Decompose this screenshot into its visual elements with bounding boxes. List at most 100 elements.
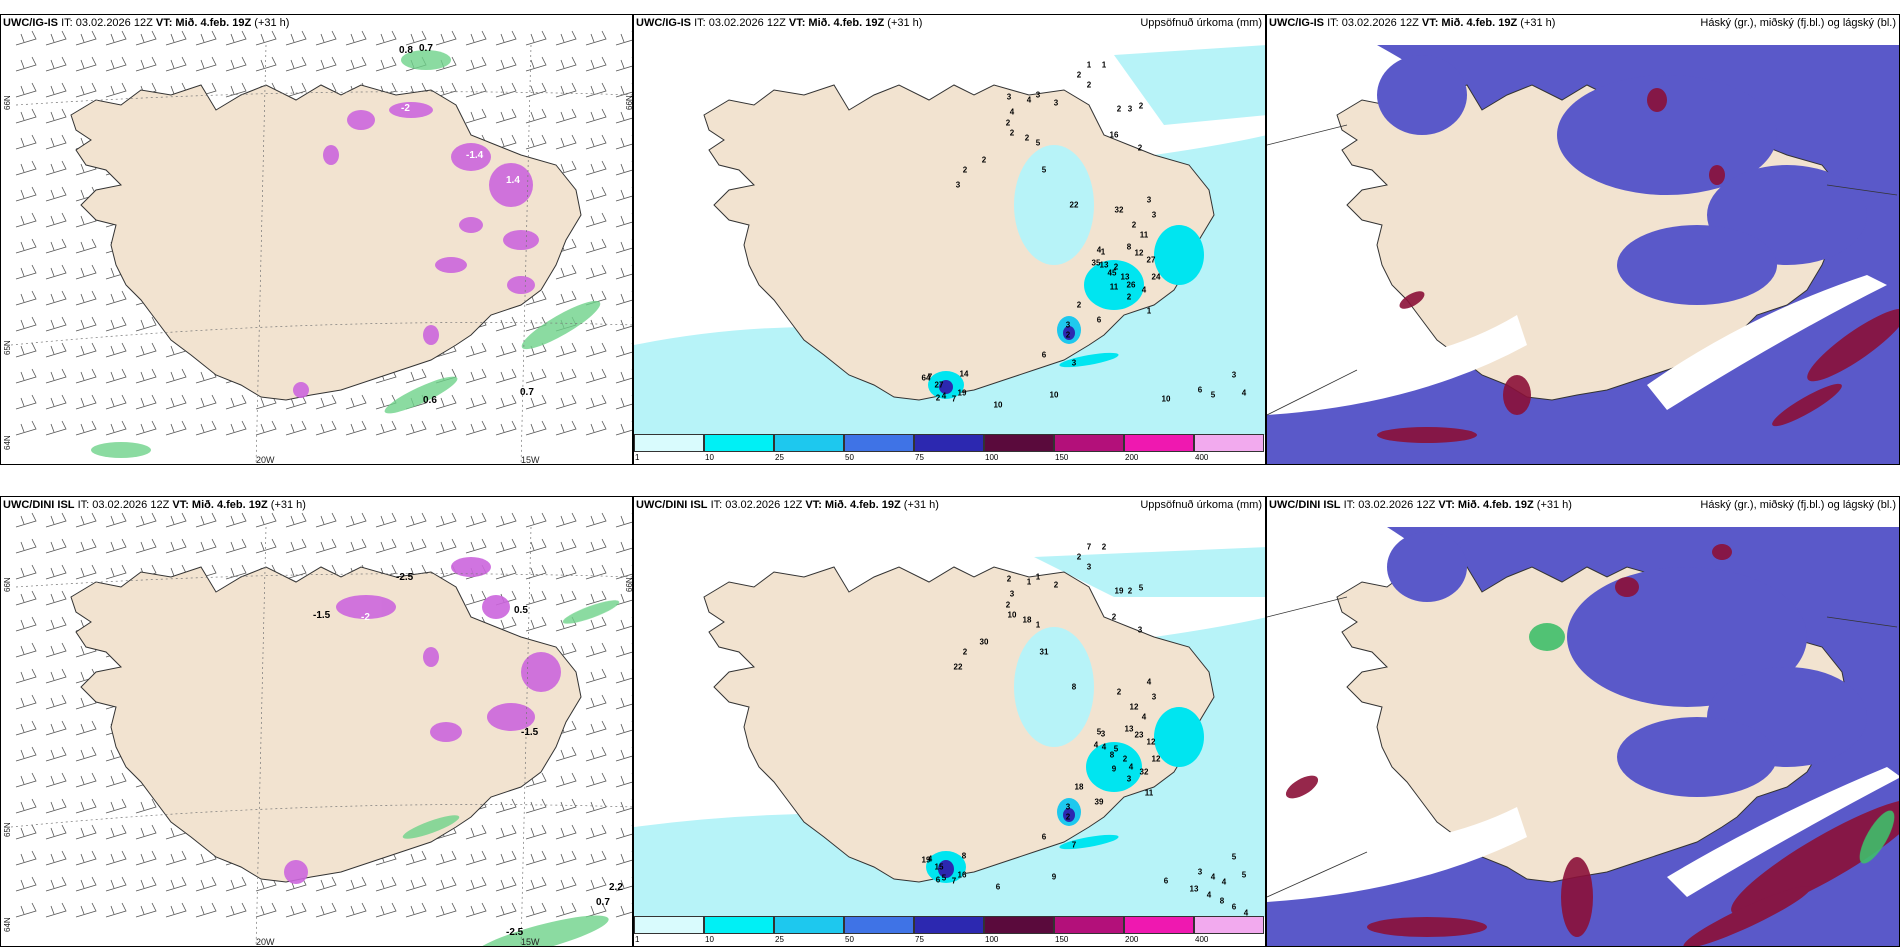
- wind-barb: [45, 902, 67, 918]
- wind-barb: [15, 564, 37, 580]
- iceland-land: [70, 566, 582, 883]
- wind-barb: [495, 902, 517, 918]
- wind-barb: [165, 512, 187, 528]
- precip-value: 12: [1151, 754, 1161, 764]
- wind-barb: [585, 668, 607, 684]
- wind-barb: [555, 746, 577, 762]
- precip-value: 3: [1009, 589, 1015, 599]
- wind-barb: [75, 342, 97, 358]
- wind-barb: [75, 772, 97, 788]
- precip-value: 3: [1126, 774, 1132, 784]
- precip-value: 4: [1146, 677, 1152, 687]
- wind-barb: [615, 31, 632, 46]
- white-gaps: [1267, 767, 1899, 902]
- white-gaps: [1267, 275, 1887, 415]
- dark-red-areas: [1377, 88, 1899, 443]
- wind-barb: [135, 394, 157, 410]
- wind-barb: [195, 394, 217, 410]
- precip-value: 11: [1139, 230, 1149, 240]
- legend-swatch: [1194, 916, 1264, 934]
- wind-barb: [525, 82, 547, 98]
- wind-barb: [615, 343, 632, 358]
- legend-tick: 200: [1125, 935, 1139, 944]
- wind-barb: [195, 56, 217, 72]
- wind-barb: [255, 56, 277, 72]
- wind-barb: [615, 747, 632, 762]
- wind-barb: [45, 420, 67, 436]
- wind-barb: [45, 238, 67, 254]
- precip-blobs: [926, 627, 1204, 883]
- wind-barb: [585, 56, 607, 72]
- wind-barb: [225, 56, 247, 72]
- wind-barb: [525, 56, 547, 72]
- wind-barb: [45, 642, 67, 658]
- precip-value: 2: [1086, 80, 1092, 90]
- precip-legend: 1 10 25 50 75 100 150 200 400: [634, 434, 1265, 464]
- wind-barb: [495, 824, 517, 840]
- wind-barb: [165, 394, 187, 410]
- wind-barb: [615, 565, 632, 580]
- wind-barb: [45, 160, 67, 176]
- wind-barb: [525, 876, 547, 892]
- wind-barb: [375, 538, 397, 554]
- precip-value: 2: [1076, 300, 1082, 310]
- precip-value: 2: [1116, 687, 1122, 697]
- wind-barb: [405, 512, 427, 528]
- precip-value: 5: [1041, 165, 1047, 175]
- wind-barb: [285, 30, 307, 46]
- precip-value: 2: [1009, 128, 1015, 138]
- wind-barb: [15, 290, 37, 306]
- legend-swatch: [1054, 916, 1124, 934]
- legend-tick: 150: [1055, 453, 1069, 462]
- precip-value: 5: [941, 873, 947, 883]
- legend-tick: 25: [775, 935, 784, 944]
- wind-barb: [45, 108, 67, 124]
- precip-value: 2: [1137, 143, 1143, 153]
- wind-barb: [15, 590, 37, 606]
- precip-map-svg: [634, 547, 1265, 917]
- precip-value: 30: [979, 637, 989, 647]
- wind-barb: [45, 316, 67, 332]
- precip-value: 8: [961, 851, 967, 861]
- wind-barb: [75, 238, 97, 254]
- wind-barb: [15, 772, 37, 788]
- wind-barb: [15, 720, 37, 736]
- precip-blobs: [928, 145, 1204, 399]
- green-areas: [402, 600, 620, 946]
- legend-swatch: [1124, 916, 1194, 934]
- precip-value: 4: [1141, 712, 1147, 722]
- wind-barb: [165, 902, 187, 918]
- wind-barb: [555, 342, 577, 358]
- precip-value: 64: [921, 373, 931, 383]
- precip-value: 3: [1100, 729, 1106, 739]
- panel-title: UWC/IG-IS IT: 03.02.2026 12Z VT: Mið. 4.…: [636, 17, 923, 29]
- lat-label: 64N: [3, 917, 12, 932]
- wind-barb: [555, 564, 577, 580]
- panel-variable-label: Háský (gr.), miðský (fj.bl.) og lágský (…: [1700, 499, 1896, 511]
- precip-value: 3: [1151, 692, 1157, 702]
- value-label: 2.2: [609, 882, 623, 893]
- wind-barb: [555, 902, 577, 918]
- precip-value: 6: [995, 882, 1001, 892]
- value-label: -1.5: [521, 727, 539, 738]
- wind-barb: [75, 746, 97, 762]
- wind-barb: [225, 420, 247, 436]
- wind-barb: [15, 316, 37, 332]
- wind-barb: [105, 56, 127, 72]
- wind-barb: [225, 512, 247, 528]
- wind-barb: [615, 421, 632, 436]
- lat-label: 64N: [3, 435, 12, 450]
- wind-barb: [105, 290, 127, 306]
- wind-barb: [315, 420, 337, 436]
- wind-barb: [555, 798, 577, 814]
- precip-value: 10: [993, 400, 1003, 410]
- wind-barb: [585, 616, 607, 632]
- precip-value: 32: [1139, 767, 1149, 777]
- precip-value: 22: [1069, 200, 1079, 210]
- wind-barb: [495, 82, 517, 98]
- wind-barb: [45, 82, 67, 98]
- wind-barb: [615, 539, 632, 554]
- precip-value: 35: [1091, 258, 1101, 268]
- wind-barb: [465, 108, 487, 124]
- wind-barb: [615, 903, 632, 918]
